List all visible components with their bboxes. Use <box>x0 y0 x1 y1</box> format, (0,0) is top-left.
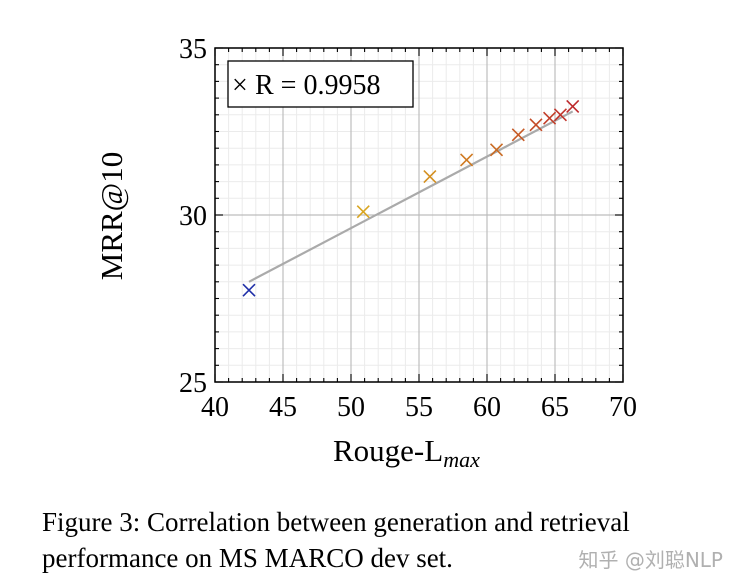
data-point <box>460 153 474 167</box>
data-point-stroke <box>566 99 580 114</box>
legend-marker: × <box>232 70 248 101</box>
caption-line-1: Figure 3: Correlation between generation… <box>42 507 630 537</box>
x-tick-label: 65 <box>541 392 569 423</box>
data-point <box>566 99 580 114</box>
y-axis-label: MRR@10 <box>94 152 129 280</box>
x-tick-label: 50 <box>337 392 365 423</box>
watermark: 知乎 @刘聪NLP <box>578 548 723 572</box>
x-tick-label: 40 <box>201 392 229 423</box>
data-point <box>489 143 504 157</box>
y-tick-label: 35 <box>179 34 207 65</box>
data-point-stroke <box>542 111 557 125</box>
figure-caption: Figure 3: Correlation between generation… <box>42 504 722 576</box>
data-point <box>542 111 557 125</box>
caption-line-2: performance on MS MARCO dev set. <box>42 543 453 573</box>
data-point-stroke <box>423 170 437 184</box>
x-axis-label-subscript: max <box>443 447 480 472</box>
data-point <box>423 170 437 184</box>
data-points <box>242 99 580 297</box>
legend: × R = 0.9958 <box>227 60 414 108</box>
y-tick-label: 30 <box>179 201 207 232</box>
data-point-stroke <box>489 143 504 157</box>
x-tick-label: 70 <box>609 392 637 423</box>
legend-box <box>227 60 414 108</box>
x-tick-label: 55 <box>405 392 433 423</box>
correlation-chart: 40 45 50 55 60 65 70 25 30 35 × R = 0.9958 Rouge-… <box>94 34 637 472</box>
data-point <box>529 118 543 132</box>
data-point <box>242 283 256 297</box>
data-point-stroke <box>529 118 543 132</box>
data-point-stroke <box>553 108 568 122</box>
data-point-stroke <box>356 205 370 219</box>
plot-frame <box>214 47 624 383</box>
x-tick-label: 45 <box>269 392 297 423</box>
data-point <box>356 205 370 219</box>
tick-labels: 40 45 50 55 60 65 70 25 30 35 <box>179 34 637 423</box>
regression-line <box>248 110 574 283</box>
data-point-stroke <box>460 153 474 167</box>
data-point <box>511 128 525 142</box>
x-axis-label: Rouge-Lmax <box>333 433 480 472</box>
x-axis-label-main: Rouge-L <box>333 433 443 468</box>
y-tick-label: 25 <box>179 368 207 399</box>
x-tick-label: 60 <box>473 392 501 423</box>
data-point <box>553 108 568 122</box>
data-point-stroke <box>511 128 525 142</box>
legend-label: R = 0.9958 <box>255 70 380 101</box>
data-point-stroke <box>242 283 256 297</box>
